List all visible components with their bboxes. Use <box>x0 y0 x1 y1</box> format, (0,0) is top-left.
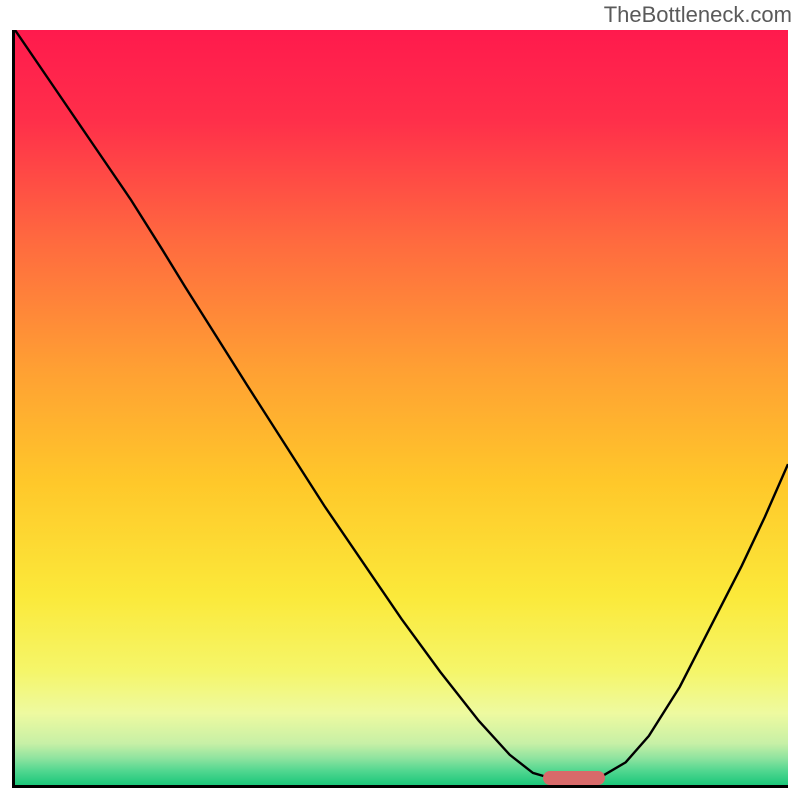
plot-area <box>15 30 788 785</box>
curve-svg <box>15 30 788 785</box>
plot-frame <box>12 30 788 788</box>
optimal-range-marker <box>543 771 605 785</box>
watermark-text: TheBottleneck.com <box>604 2 792 28</box>
bottleneck-curve <box>15 30 788 780</box>
